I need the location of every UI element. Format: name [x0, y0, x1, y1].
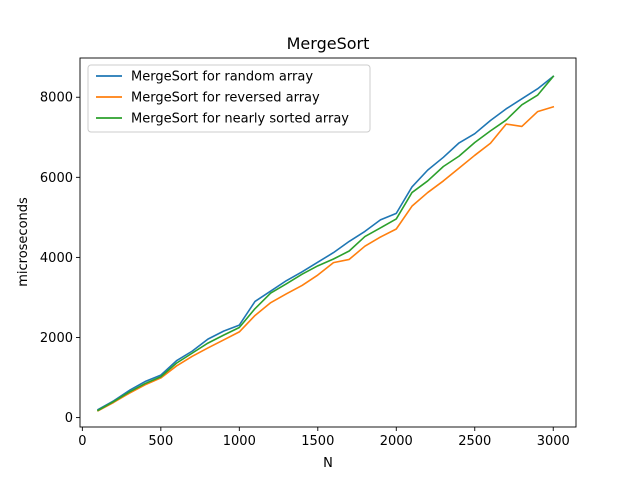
legend-label-3: MergeSort for nearly sorted array [131, 112, 349, 127]
chart-title: MergeSort [287, 34, 370, 53]
x-axis-label: N [323, 456, 333, 471]
x-tick-label: 1500 [301, 434, 334, 449]
y-tick-label: 0 [65, 411, 73, 426]
legend-label-1: MergeSort for random array [131, 70, 313, 85]
y-tick-label: 2000 [40, 331, 73, 346]
y-tick-label: 6000 [40, 171, 73, 186]
axes-frame [79, 57, 577, 428]
x-tick-label: 0 [78, 434, 86, 449]
legend-label-2: MergeSort for reversed array [131, 91, 320, 106]
plot-area: 0 500 1000 1500 2000 2500 3000 0 2000 4000 6000 800… [40, 57, 577, 449]
x-tick-label: 3000 [537, 434, 570, 449]
x-tick-label: 1000 [223, 434, 256, 449]
x-tick-label: 2000 [380, 434, 413, 449]
y-tick-label: 4000 [40, 251, 73, 266]
series-line-3 [96, 75, 555, 412]
series-line-2 [96, 105, 555, 412]
y-tick-label: 8000 [40, 91, 73, 106]
legend: MergeSort for random array MergeSort for … [87, 64, 371, 133]
x-tick-label: 2500 [458, 434, 491, 449]
legend-box [87, 64, 371, 133]
series-line-1 [96, 75, 555, 411]
y-axis-label: microseconds [16, 197, 31, 287]
x-tick-label: 500 [148, 434, 173, 449]
